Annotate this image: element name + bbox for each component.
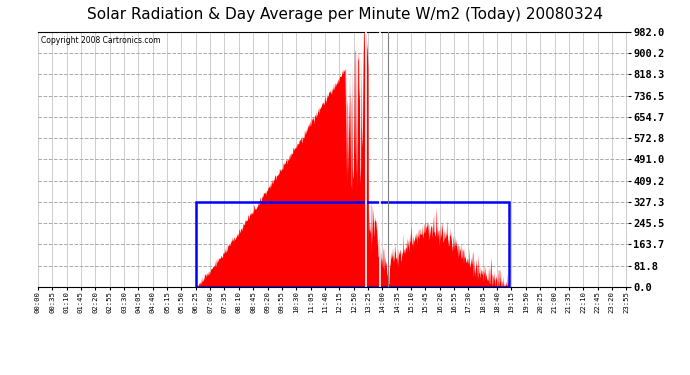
Text: Solar Radiation & Day Average per Minute W/m2 (Today) 20080324: Solar Radiation & Day Average per Minute… (87, 8, 603, 22)
Bar (196, 202, 509, 287)
Text: Copyright 2008 Cartronics.com: Copyright 2008 Cartronics.com (41, 36, 160, 45)
